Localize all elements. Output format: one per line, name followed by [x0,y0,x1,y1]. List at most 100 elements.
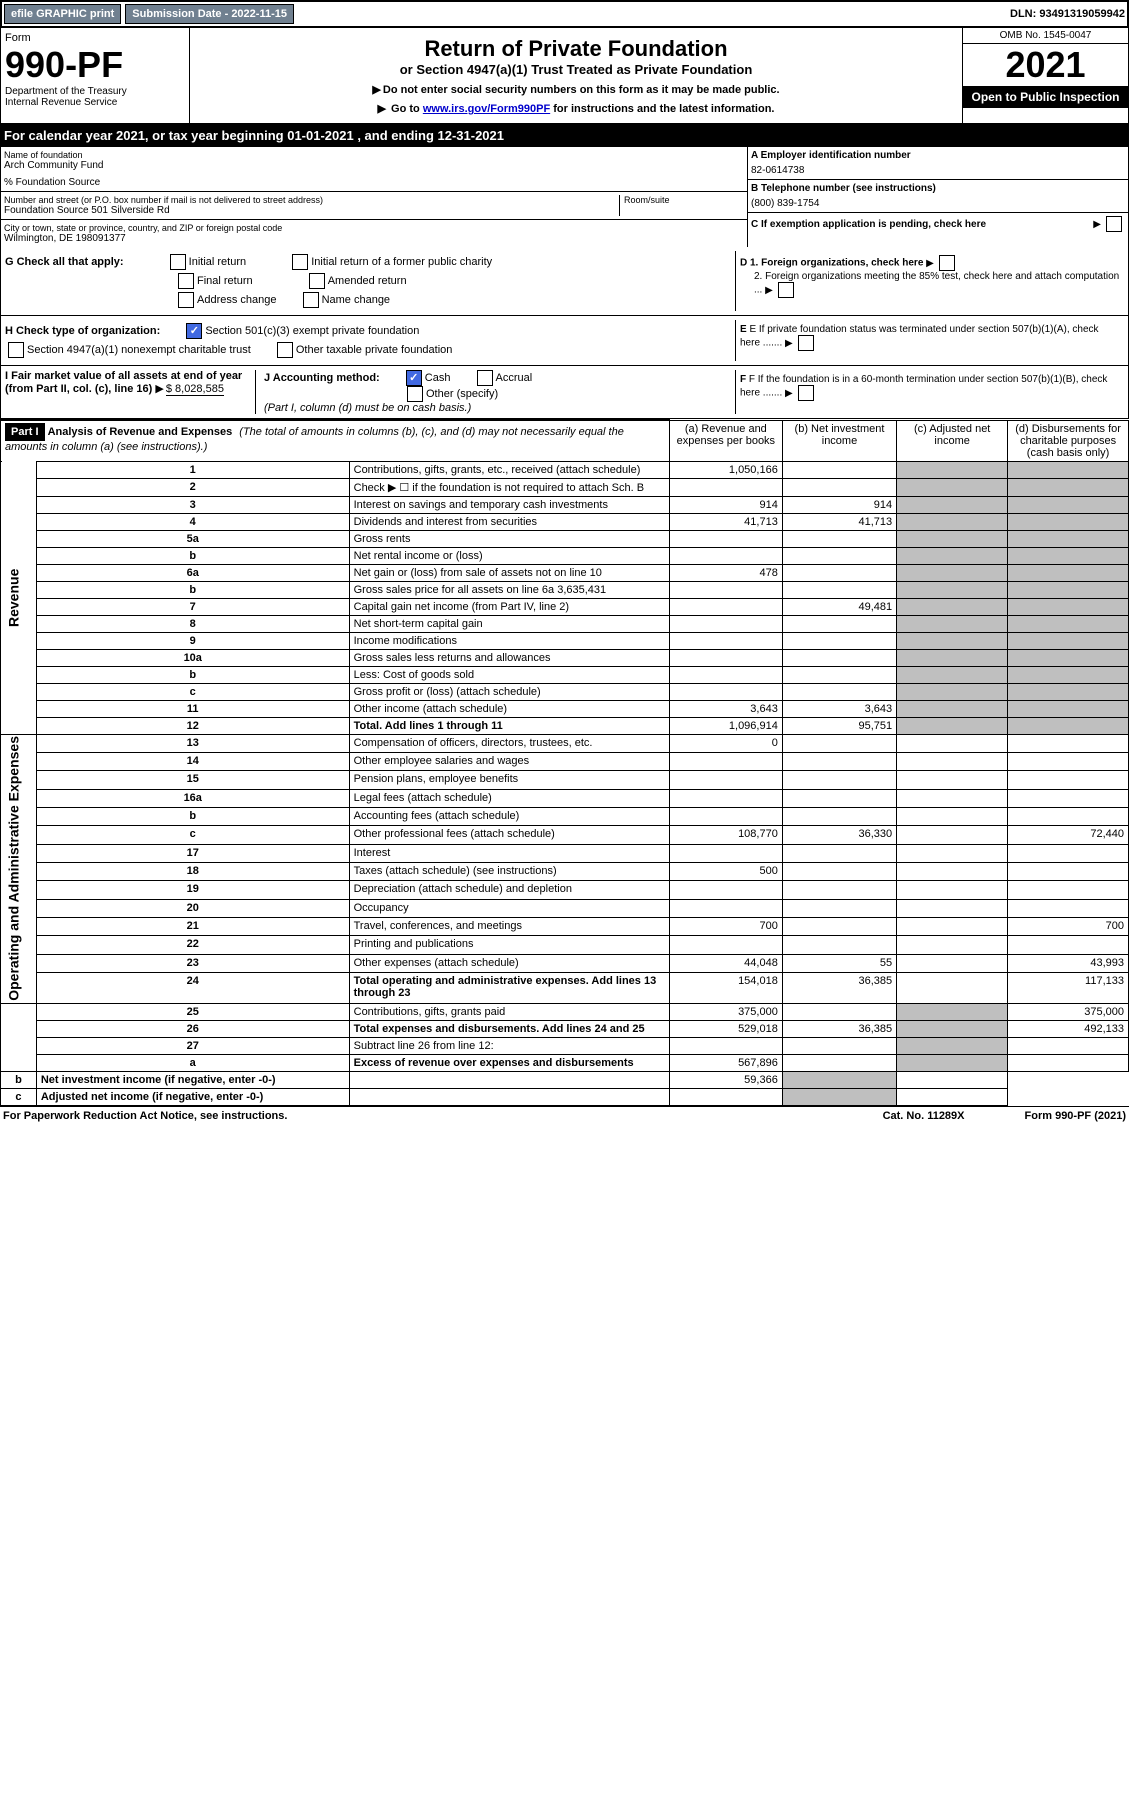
row-num: 23 [36,954,349,972]
cell-a: 529,018 [669,1021,782,1038]
cell-b: 41,713 [782,513,896,530]
row-num: 9 [36,632,349,649]
address: Foundation Source 501 Silverside Rd [4,205,619,216]
row-num: 14 [36,752,349,770]
cell-b [782,734,896,752]
row-desc: Gross rents [349,530,669,547]
cell-a: 154,018 [669,972,782,1003]
form-header: Form 990-PF Department of the Treasury I… [0,28,1129,124]
cell-a [349,1072,669,1089]
row-desc: Subtract line 26 from line 12: [349,1038,669,1055]
row-num: 18 [36,862,349,880]
cell-dd [1008,1038,1129,1055]
d1-cb[interactable] [939,255,955,271]
cell-a [669,899,782,917]
g2-cb[interactable] [292,254,308,270]
h3-cb[interactable] [277,342,293,358]
g5-cb[interactable] [178,292,194,308]
cell-c [897,789,1008,807]
cell-a [669,598,782,615]
expenses-side-label: Operating and Administrative Expenses [1,734,37,1004]
row-desc: Capital gain net income (from Part IV, l… [349,598,669,615]
row-num: 4 [36,513,349,530]
cell-dd [1008,598,1129,615]
j2-cb[interactable] [477,370,493,386]
j-note: (Part I, column (d) must be on cash basi… [264,402,735,414]
cell-a [669,615,782,632]
j3-cb[interactable] [407,386,423,402]
row-desc: Net short-term capital gain [349,615,669,632]
form-subtitle: or Section 4947(a)(1) Trust Treated as P… [198,62,954,77]
cell-dd: 72,440 [1008,826,1129,844]
cell-c [897,683,1008,700]
ein-label: A Employer identification number [751,150,1125,161]
row-num: 21 [36,917,349,935]
cell-b [782,461,896,478]
col-c-hdr: (c) Adjusted net income [897,420,1008,461]
col-d-hdr: (d) Disbursements for charitable purpose… [1008,420,1129,461]
dept-treasury: Department of the Treasury [5,86,185,97]
cell-b [782,936,896,954]
cell-b: 36,330 [782,826,896,844]
cell-b [782,1038,896,1055]
cell-b [782,530,896,547]
f-cb[interactable] [798,385,814,401]
cell-a: 478 [669,564,782,581]
row-desc: Total. Add lines 1 through 11 [349,717,669,734]
cell-c [782,1072,896,1089]
cell-b [782,807,896,825]
irs-link[interactable]: www.irs.gov/Form990PF [423,103,550,115]
c-checkbox[interactable] [1106,216,1122,232]
row-desc: Excess of revenue over expenses and disb… [349,1055,669,1072]
cell-dd: 43,993 [1008,954,1129,972]
cell-b [782,789,896,807]
j1-cb[interactable] [406,370,422,386]
row-desc: Net gain or (loss) from sale of assets n… [349,564,669,581]
row-num: 7 [36,598,349,615]
cell-dd [1008,752,1129,770]
cell-c [897,771,1008,789]
row-desc: Gross sales less returns and allowances [349,649,669,666]
h1-cb[interactable] [186,323,202,339]
cell-a [669,649,782,666]
cell-c [897,547,1008,564]
cell-a [669,1038,782,1055]
cell-dd [897,1089,1008,1106]
d2-cb[interactable] [778,282,794,298]
cell-b: 95,751 [782,717,896,734]
cell-c [897,564,1008,581]
cell-b: 914 [782,496,896,513]
cell-c [897,1038,1008,1055]
cell-b: 55 [782,954,896,972]
row-num: 27 [36,1038,349,1055]
g1-cb[interactable] [170,254,186,270]
h-label: H Check type of organization: [5,325,160,337]
phone: (800) 839-1754 [751,198,1125,209]
row-desc: Less: Cost of goods sold [349,666,669,683]
row-desc: Dividends and interest from securities [349,513,669,530]
cell-dd [1008,564,1129,581]
e-cb[interactable] [798,335,814,351]
g4-cb[interactable] [309,273,325,289]
h2-cb[interactable] [8,342,24,358]
row-desc: Adjusted net income (if negative, enter … [36,1089,349,1106]
efile-print-label[interactable]: efile GRAPHIC print [4,4,121,24]
cell-c [897,1004,1008,1021]
cell-c [897,899,1008,917]
cell-b [782,899,896,917]
g3-cb[interactable] [178,273,194,289]
cell-b [782,666,896,683]
row-desc: Interest [349,844,669,862]
g6-cb[interactable] [303,292,319,308]
cell-dd [1008,881,1129,899]
cell-b [782,1055,896,1072]
row-num: b [36,581,349,598]
cell-a [669,530,782,547]
cell-dd [1008,807,1129,825]
cell-dd [1008,862,1129,880]
cell-a [669,632,782,649]
row-desc: Other expenses (attach schedule) [349,954,669,972]
row-num: a [36,1055,349,1072]
cell-dd [1008,734,1129,752]
cell-b [782,1004,896,1021]
